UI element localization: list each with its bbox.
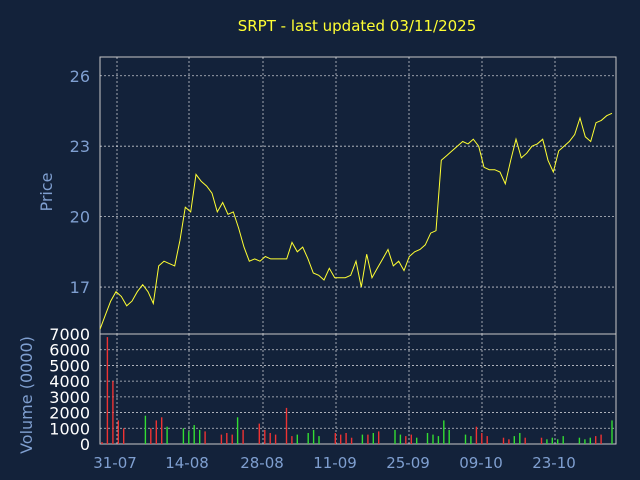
volume-bars (101, 337, 613, 444)
x-tick-label: 14-08 (165, 454, 209, 472)
price-tick-label: 23 (70, 137, 90, 156)
volume-tick-label: 3000 (49, 388, 90, 407)
price-panel: 17 20 23 26 Price (37, 56, 617, 335)
volume-tick-label: 5000 (49, 356, 90, 375)
volume-tick-label: 2000 (49, 404, 90, 423)
volume-tick-label: 4000 (49, 372, 90, 391)
price-tick-label: 26 (70, 67, 90, 86)
price-grid (100, 57, 616, 334)
date-x-axis: 31-07 14-08 28-08 11-09 25-09 09-10 23-10 (93, 454, 576, 472)
volume-tick-label: 7000 (49, 325, 90, 344)
x-tick-label: 09-10 (459, 454, 503, 472)
x-tick-label: 28-08 (240, 454, 284, 472)
price-tick-label: 17 (70, 278, 90, 297)
volume-tick-label: 6000 (49, 341, 90, 360)
volume-axis-label: Volume (0000) (17, 336, 36, 454)
x-tick-label: 31-07 (93, 454, 137, 472)
x-tick-label: 25-09 (386, 454, 430, 472)
price-y-axis: 17 20 23 26 (70, 67, 90, 297)
volume-plot-frame (99, 333, 617, 445)
price-series-line (99, 112, 613, 330)
chart-title: SRPT - last updated 03/11/2025 (238, 17, 477, 35)
x-tick-label: 11-09 (313, 454, 357, 472)
price-axis-label: Price (37, 172, 56, 211)
volume-tick-label: 1000 (49, 419, 90, 438)
volume-grid (100, 334, 616, 444)
price-tick-label: 20 (70, 208, 90, 227)
volume-tick-label: 0 (80, 435, 90, 454)
x-tick-label: 23-10 (532, 454, 576, 472)
price-plot-frame (99, 56, 617, 335)
